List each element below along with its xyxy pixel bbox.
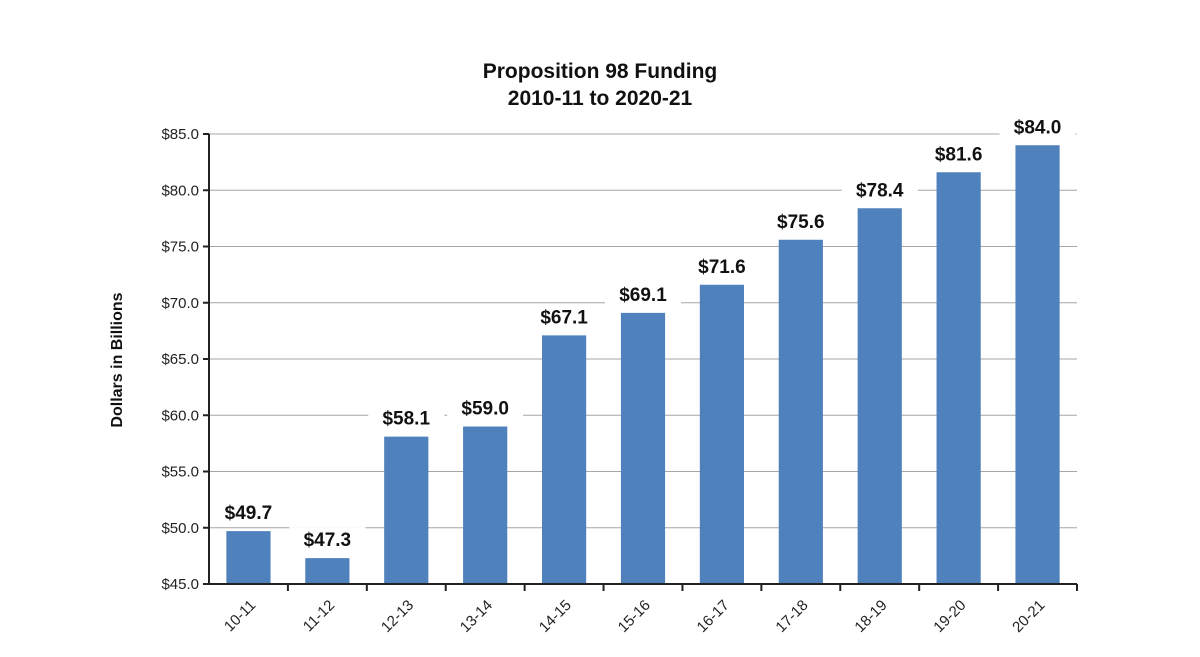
x-tick-label: 15-16 [615, 597, 654, 636]
bar [699, 284, 745, 584]
x-tick-label: 11-12 [300, 597, 338, 635]
y-tick-label: $85.0 [161, 126, 199, 143]
data-label: $69.1 [619, 285, 667, 306]
bar [857, 208, 902, 584]
y-tick-label: $55.0 [161, 464, 199, 481]
data-label-background [368, 405, 445, 431]
data-label: $49.7 [225, 503, 273, 524]
bar [936, 172, 981, 584]
y-tick-label: $65.0 [161, 351, 199, 368]
data-label-background [605, 281, 681, 307]
bar [463, 426, 508, 584]
x-tick-label: 16-17 [694, 597, 733, 636]
data-label-background [683, 253, 760, 279]
data-label: $58.1 [382, 409, 430, 430]
data-label: $67.1 [540, 307, 588, 328]
bar [305, 558, 350, 584]
x-tick-label: 17-18 [772, 597, 811, 636]
data-label: $59.0 [461, 399, 509, 420]
bar [226, 531, 271, 584]
x-tick-label: 14-15 [536, 597, 575, 636]
data-label-background [526, 304, 603, 330]
x-tick-label: 19-20 [930, 597, 969, 636]
data-label-background [447, 395, 524, 421]
bar [541, 335, 587, 584]
y-tick-label: $50.0 [161, 520, 199, 537]
x-tick-label: 18-19 [851, 597, 890, 636]
data-label-background [289, 527, 366, 553]
chart-title-line-2: 2010-11 to 2020-21 [508, 87, 693, 110]
data-label-background [762, 208, 839, 234]
data-label: $84.0 [1014, 117, 1062, 138]
data-label: $71.6 [698, 257, 746, 278]
bar [620, 312, 666, 584]
bar [384, 436, 429, 584]
x-tick-label: 13-14 [457, 597, 496, 636]
data-label-background [841, 177, 918, 203]
data-label-background [999, 114, 1076, 140]
data-label: $81.6 [935, 144, 983, 165]
y-tick-label: $60.0 [161, 407, 199, 424]
x-tick-label: 12-13 [378, 597, 417, 636]
bar [778, 239, 823, 584]
y-tick-label: $80.0 [161, 182, 199, 199]
x-tick-label: 20-21 [1009, 597, 1048, 636]
data-label: $75.6 [777, 212, 825, 233]
data-label: $78.4 [856, 180, 904, 201]
data-label-background [210, 500, 287, 526]
chart-title-line-1: Proposition 98 Funding [483, 60, 718, 83]
data-label: $47.3 [304, 530, 352, 551]
y-tick-label: $75.0 [161, 239, 199, 256]
bar [1015, 145, 1060, 584]
y-axis-label: Dollars in Billions [109, 292, 126, 427]
y-tick-label: $45.0 [161, 576, 199, 593]
x-tick-label: 10-11 [221, 597, 259, 635]
y-tick-label: $70.0 [161, 295, 199, 312]
data-label-background [920, 141, 997, 167]
